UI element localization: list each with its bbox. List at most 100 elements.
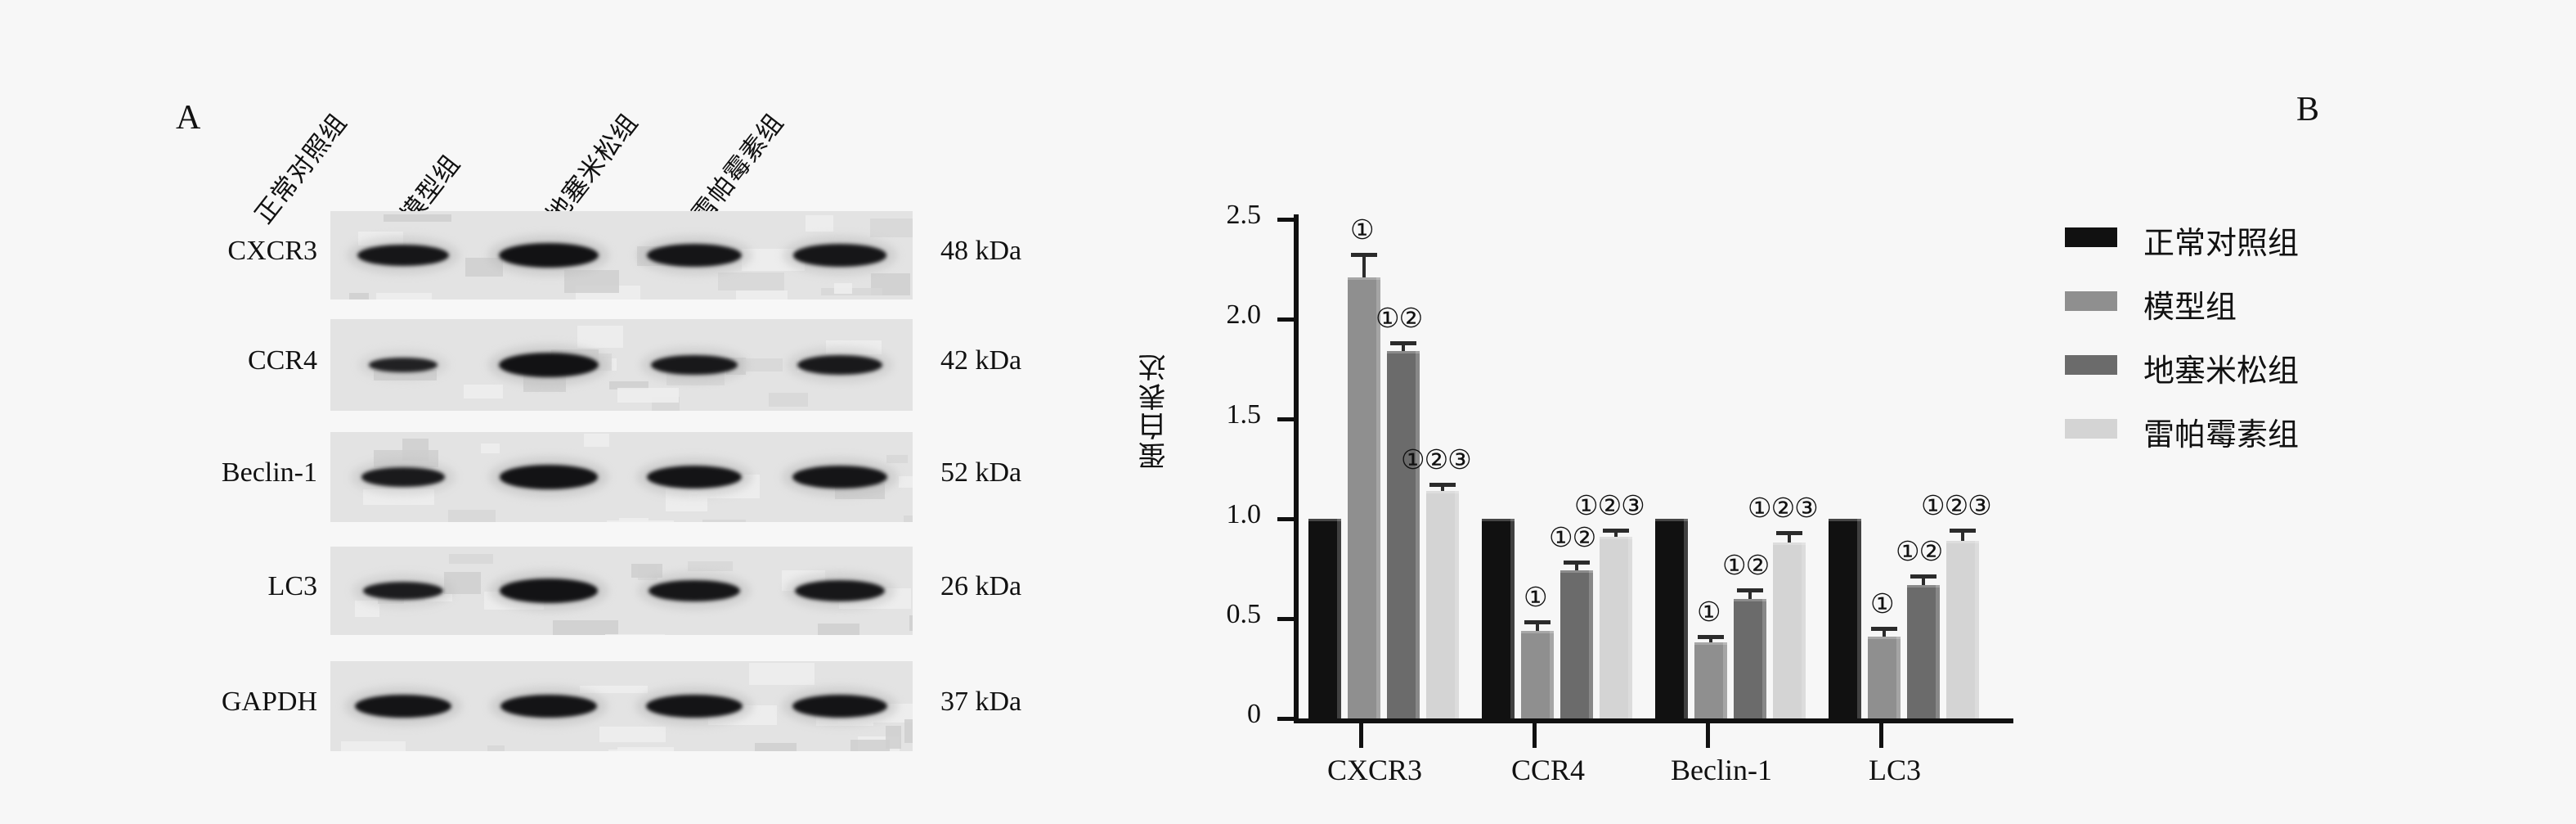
significance-annotation: ①: [1524, 581, 1548, 614]
gel-background-texture: [834, 283, 852, 295]
gel-background-texture: [821, 287, 883, 295]
blot-band: [500, 579, 598, 603]
blot-kda-label: 42 kDa: [940, 345, 1022, 376]
gel-background-texture: [553, 620, 618, 635]
gel-background-texture: [617, 388, 679, 403]
gel-background-texture: [444, 572, 482, 594]
y-axis-line: [1294, 214, 1299, 723]
gel-background-texture: [425, 593, 452, 601]
blot-band: [650, 354, 738, 376]
blot-band: [355, 694, 451, 718]
blot-band: [646, 465, 743, 489]
gel-background-texture: [904, 719, 913, 744]
gel-background-texture: [487, 745, 505, 751]
y-axis-tick-label: 0: [1247, 699, 1261, 729]
y-axis-tick: [1277, 317, 1294, 322]
chart-bar: [1655, 519, 1688, 718]
x-axis-tick: [1706, 723, 1711, 748]
gel-background-texture: [817, 624, 859, 635]
gel-background-texture: [363, 489, 434, 506]
blot-band: [361, 467, 445, 487]
chart-bar: [1907, 584, 1940, 718]
gel-background-texture: [374, 450, 438, 467]
gel-background-texture: [702, 520, 747, 522]
chart-bar: [1694, 642, 1727, 718]
legend-color-swatch: [2065, 419, 2117, 439]
gel-background-texture: [754, 742, 797, 751]
gel-background-texture: [748, 663, 815, 686]
blot-protein-label: Beclin-1: [221, 457, 317, 488]
blot-row: [330, 432, 913, 522]
error-bar-cap: [1429, 483, 1456, 488]
y-axis-tick: [1277, 517, 1294, 521]
gel-background-texture: [618, 518, 648, 522]
blot-band: [797, 355, 882, 375]
legend-color-swatch: [2065, 291, 2117, 311]
gel-background-texture: [717, 272, 784, 291]
gel-background-texture: [743, 358, 783, 372]
significance-annotation: ①②③: [1401, 444, 1472, 476]
blot-protein-label: CCR4: [247, 345, 317, 376]
chart-bar: [1348, 277, 1380, 718]
gel-background-texture: [373, 369, 438, 380]
chart-bar: [1482, 519, 1515, 718]
error-bar-cap: [1603, 529, 1629, 534]
gel-background-texture: [736, 290, 788, 299]
significance-annotation: ①: [1697, 595, 1721, 628]
gel-background-texture: [376, 293, 432, 299]
gel-background-texture: [584, 433, 610, 447]
significance-annotation: ①②③: [1921, 489, 1992, 522]
y-axis-tick-label: 2.5: [1226, 200, 1262, 230]
gel-background-texture: [447, 510, 496, 522]
blot-kda-label: 52 kDa: [940, 457, 1022, 488]
x-axis-tick: [1533, 723, 1537, 748]
gel-background-texture: [606, 520, 675, 522]
error-bar: [1536, 620, 1539, 631]
chart-bar: [1600, 536, 1632, 718]
blot-kda-label: 37 kDa: [940, 687, 1022, 717]
blot-band: [369, 358, 438, 372]
gel-background-texture: [805, 215, 833, 232]
gel-background-texture: [448, 553, 494, 565]
error-bar-cap: [1737, 588, 1763, 593]
significance-annotation: ①②: [1722, 549, 1770, 582]
chart-bar: [1521, 630, 1554, 718]
blot-gel-strip: [330, 547, 913, 635]
blot-row: [330, 319, 913, 411]
gel-background-texture: [341, 741, 406, 751]
error-bar-cap: [1390, 340, 1416, 345]
significance-annotation: ①②: [1376, 301, 1423, 334]
legend-item-label: 地塞米松组: [2143, 354, 2300, 389]
gel-background-texture: [617, 746, 674, 751]
chart-bar: [1946, 540, 1979, 718]
panel-b-letter: B: [2296, 91, 2320, 128]
x-axis-label: LC3: [1868, 754, 1921, 786]
chart-bar: [1868, 636, 1901, 718]
panel-b-bar-chart: B 蛋白表达 0 0.5 1.0 1.5 2.0 2.5 CXCR3 CCR4 Beclin-…: [1112, 0, 2576, 824]
chart-bar: [1426, 490, 1459, 718]
gel-background-texture: [904, 515, 913, 522]
gel-background-texture: [886, 455, 909, 464]
y-axis-tick-label: 1.5: [1226, 399, 1262, 430]
chart-bar: [1773, 543, 1806, 718]
blot-kda-label: 48 kDa: [940, 236, 1022, 266]
gel-background-texture: [577, 326, 624, 349]
x-axis-label: CXCR3: [1326, 754, 1423, 786]
chart-bar: [1734, 598, 1766, 718]
error-bar: [1922, 574, 1925, 585]
error-bar: [1748, 588, 1752, 599]
significance-annotation: ①②: [1549, 521, 1596, 554]
chart-bar: [1560, 570, 1593, 718]
error-bar-cap: [1871, 626, 1897, 631]
blot-gel-strip: [330, 211, 913, 299]
gel-background-texture: [870, 218, 913, 238]
error-bar: [1402, 340, 1405, 352]
significance-annotation: ①②: [1896, 535, 1943, 568]
blot-gel-strip: [330, 319, 913, 411]
legend-item-label: 雷帕霉素组: [2143, 418, 2300, 453]
error-bar: [1788, 530, 1791, 543]
blot-row: [330, 661, 913, 751]
blot-row: [330, 547, 913, 635]
y-axis-tick-label: 0.5: [1226, 599, 1262, 629]
legend-item-label: 正常对照组: [2143, 227, 2300, 261]
